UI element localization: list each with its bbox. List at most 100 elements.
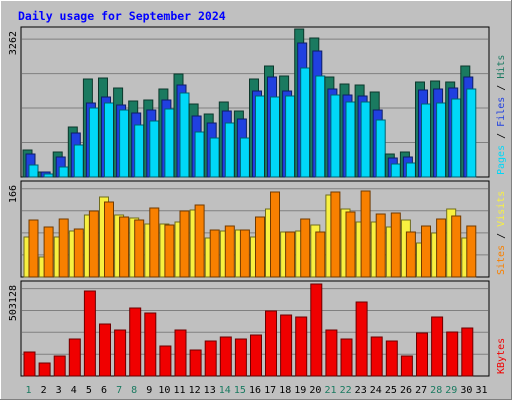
bar-pages-day-7 xyxy=(119,109,130,178)
x-tick-label: 13 xyxy=(204,385,216,396)
legend-visits: Visits xyxy=(496,191,507,227)
bar-pages-day-18 xyxy=(285,95,296,178)
bar-kbytes-day-22 xyxy=(340,338,353,377)
bar-sites-day-25 xyxy=(390,212,401,278)
bar-pages-day-16 xyxy=(255,95,265,178)
legend-files: Files xyxy=(496,97,507,127)
bar-sites-day-7 xyxy=(119,216,130,278)
bar-pages-day-17 xyxy=(270,96,280,178)
bar-sites-day-16 xyxy=(255,216,265,278)
bar-sites-day-28 xyxy=(436,218,447,278)
bar-pages-day-24 xyxy=(375,119,386,178)
bar-sites-day-18 xyxy=(285,231,296,278)
bar-kbytes-day-21 xyxy=(325,329,338,377)
x-tick-label: 7 xyxy=(116,385,122,396)
bar-pages-day-25 xyxy=(390,163,401,178)
bar-kbytes-day-14 xyxy=(219,336,232,377)
bar-pages-day-20 xyxy=(315,75,326,178)
x-tick-label: 11 xyxy=(173,385,185,396)
x-tick-label: 20 xyxy=(309,385,321,396)
x-tick-label: 19 xyxy=(294,385,306,396)
x-tick-label: 28 xyxy=(430,385,442,396)
panel-middle-right-labels: Sites / Visits xyxy=(496,191,507,275)
bar-sites-day-20 xyxy=(315,231,326,278)
legend-hits: Hits xyxy=(496,55,507,79)
bar-pages-day-13 xyxy=(209,137,220,178)
x-tick-label: 16 xyxy=(249,385,261,396)
x-tick-label: 2 xyxy=(41,385,47,396)
bar-kbytes-day-6 xyxy=(99,323,111,377)
x-tick-label: 10 xyxy=(158,385,170,396)
bar-sites-day-11 xyxy=(179,210,190,278)
bar-sites-day-24 xyxy=(375,213,386,278)
bar-kbytes-day-17 xyxy=(265,310,277,377)
panel-bottom: 503128 KBytes xyxy=(8,280,507,377)
bar-kbytes-day-10 xyxy=(159,345,172,377)
x-tick-label: 21 xyxy=(324,385,336,396)
bar-sites-day-2 xyxy=(43,226,54,278)
bar-pages-day-27 xyxy=(421,103,431,178)
bar-kbytes-day-29 xyxy=(446,331,459,377)
bar-sites-day-29 xyxy=(451,215,462,278)
x-axis-labels: 1 2 3 4 5 6 7 8 9 10 11 12 13 14 15 16 17 18 19 20 21 22 23 24 2… xyxy=(25,385,487,396)
bar-kbytes-day-7 xyxy=(114,329,127,377)
bar-kbytes-day-26 xyxy=(400,355,413,377)
bar-sites-day-9 xyxy=(149,207,160,278)
bar-kbytes-day-20 xyxy=(310,283,323,377)
chart-title: Daily usage for September 2024 xyxy=(18,9,226,23)
x-tick-label: 26 xyxy=(400,385,412,396)
bar-pages-day-21 xyxy=(330,94,341,178)
bar-sites-day-21 xyxy=(330,191,341,278)
bar-sites-day-12 xyxy=(194,204,205,278)
bar-sites-day-19 xyxy=(300,218,311,278)
bar-kbytes-day-27 xyxy=(416,332,428,377)
bar-kbytes-day-30 xyxy=(461,327,474,377)
x-tick-label: 30 xyxy=(460,385,472,396)
bar-pages-day-9 xyxy=(149,120,160,178)
bar-sites-day-13 xyxy=(209,229,220,278)
bar-kbytes-day-23 xyxy=(355,301,368,377)
x-tick-label: 5 xyxy=(86,385,92,396)
bar-kbytes-day-1 xyxy=(23,351,36,377)
x-tick-label: 8 xyxy=(131,385,137,396)
bar-kbytes-day-24 xyxy=(370,336,383,377)
bar-sites-day-26 xyxy=(405,231,416,278)
bar-pages-day-30 xyxy=(466,88,477,178)
x-tick-label: 14 xyxy=(219,385,231,396)
bar-pages-day-14 xyxy=(224,122,235,178)
bar-kbytes-day-5 xyxy=(83,290,96,377)
bar-sites-day-27 xyxy=(421,225,431,278)
x-tick-label: 18 xyxy=(279,385,291,396)
bar-pages-day-28 xyxy=(436,102,447,178)
bar-sites-day-10 xyxy=(164,224,175,278)
legend-pages: Pages xyxy=(496,145,507,175)
x-tick-label: 24 xyxy=(370,385,382,396)
bar-pages-day-12 xyxy=(194,131,205,178)
panel-top-ymax-label: 3262 xyxy=(8,31,19,55)
bar-sites-day-22 xyxy=(345,211,356,278)
bar-sites-day-3 xyxy=(58,218,69,278)
bar-pages-day-23 xyxy=(360,101,371,178)
legend-kbytes: KBytes xyxy=(496,338,507,374)
bar-sites-day-30 xyxy=(466,225,477,278)
bar-kbytes-day-19 xyxy=(295,316,308,377)
x-tick-label: 17 xyxy=(264,385,276,396)
panel-top-right-labels: Pages / Files / Hits xyxy=(496,55,507,175)
panels: 3262 Pages / Files / Hits 166 Sites / Visit… xyxy=(8,26,507,377)
bar-kbytes-day-2 xyxy=(38,362,51,377)
bar-sites-day-14 xyxy=(224,225,235,278)
x-tick-label: 25 xyxy=(385,385,397,396)
bar-pages-day-29 xyxy=(451,98,462,178)
bar-sites-day-8 xyxy=(134,219,145,278)
panel-bottom-right-labels: KBytes xyxy=(496,338,507,374)
x-tick-label: 3 xyxy=(56,385,62,396)
bar-pages-day-11 xyxy=(179,92,190,178)
x-tick-label: 23 xyxy=(355,385,367,396)
bar-sites-day-1 xyxy=(28,219,39,278)
bar-pages-day-2 xyxy=(43,173,54,178)
panel-top: 3262 Pages / Files / Hits xyxy=(8,26,507,178)
bar-pages-day-15 xyxy=(239,137,250,178)
bar-kbytes-day-9 xyxy=(144,312,157,377)
bar-pages-day-5 xyxy=(88,107,99,178)
